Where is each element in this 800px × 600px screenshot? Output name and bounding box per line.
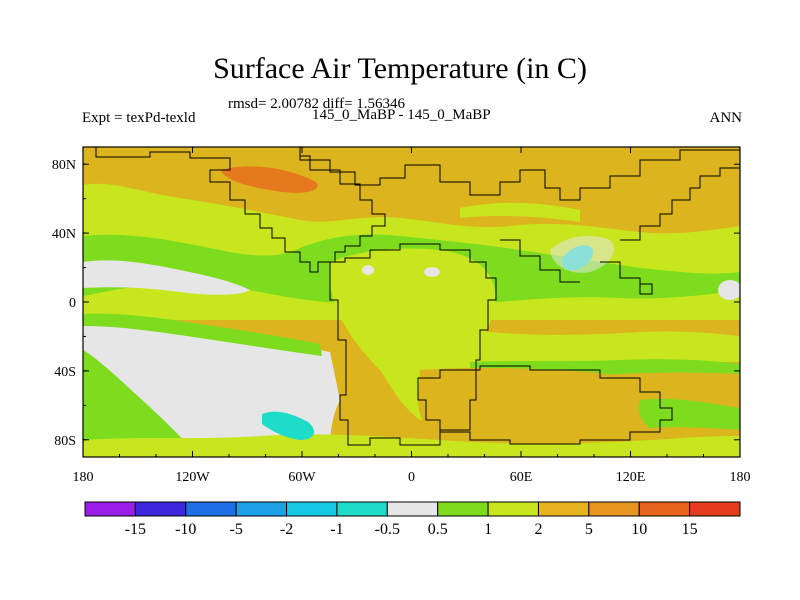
x-tick-label: 120E <box>616 470 646 485</box>
colorbar-label: 0.5 <box>428 521 448 538</box>
colorbar-swatch <box>588 501 640 517</box>
southern-east-green <box>638 398 740 430</box>
x-tick-label: 60E <box>510 470 533 485</box>
near-zero-spot-1 <box>362 265 374 275</box>
southern-green-band-west <box>83 350 200 457</box>
colorbar-label: 1 <box>484 521 492 538</box>
north-asia-strip <box>460 202 580 222</box>
colorbar-label: -10 <box>175 521 196 538</box>
colorbar-swatch <box>235 501 288 517</box>
asian-near-zero-halo <box>550 235 614 273</box>
colorbar: -15 -10 -5 -2 -1 -0.5 0.5 1 2 5 10 15 <box>84 501 741 538</box>
southern-cool-anomaly <box>262 411 315 440</box>
x-tick-label: 120W <box>175 470 210 485</box>
colorbar-swatch <box>437 501 489 517</box>
y-tick-label: 40S <box>54 365 76 380</box>
colorbar-swatch <box>386 501 439 517</box>
colorbar-label: -1 <box>330 521 343 538</box>
colorbar-swatch <box>336 501 388 517</box>
colorbar-swatch <box>638 501 691 517</box>
y-tick-label: 80S <box>54 434 76 449</box>
season-label: ANN <box>709 110 743 126</box>
colorbar-swatch <box>689 501 741 517</box>
coastlines <box>95 147 740 446</box>
near-zero-spot-2 <box>424 267 440 277</box>
x-axis: 180 120W 60W 0 60E 120E 180 <box>73 147 751 485</box>
x-tick-label: 60W <box>288 470 316 485</box>
colorbar-label: 5 <box>585 521 593 538</box>
colorbar-swatch <box>286 501 338 517</box>
colorbar-label: 15 <box>682 521 698 538</box>
x-tick-label: 180 <box>730 470 751 485</box>
southern-ocean-fringe <box>83 434 740 457</box>
x-tick-label: 180 <box>73 470 94 485</box>
colorbar-label: -0.5 <box>375 521 400 538</box>
arctic-hot-spot <box>220 166 318 193</box>
colorbar-label: 2 <box>534 521 542 538</box>
colorbar-label: -5 <box>229 521 242 538</box>
colorbar-swatch <box>134 501 187 517</box>
southern-subtropical-band <box>470 330 740 366</box>
experiment-label: Expt = texPd-texld <box>82 110 196 126</box>
colorbar-swatch <box>185 501 237 517</box>
colorbar-swatch <box>537 501 590 517</box>
chart-title: Surface Air Temperature (in C) <box>213 52 587 85</box>
southern-warm-continent <box>418 367 672 450</box>
difference-label: 145_0_MaBP - 145_0_MaBP <box>312 107 491 123</box>
north-west-strip <box>83 205 150 222</box>
colorbar-swatch <box>487 501 539 517</box>
colorbar-label: -15 <box>125 521 146 538</box>
southern-green-strip <box>83 313 322 356</box>
map-field <box>83 147 740 457</box>
colorbar-label: -2 <box>280 521 293 538</box>
x-tick-label: 0 <box>408 470 415 485</box>
stats-text: rmsd= 2.00782 diff= 1.56346 <box>228 96 406 112</box>
y-axis: 80N 40N 0 40S 80S <box>52 158 740 449</box>
y-tick-label: 80N <box>52 158 76 173</box>
north-atlantic-near-zero-band <box>83 260 250 295</box>
colorbar-label: 10 <box>631 521 647 538</box>
near-zero-spot-east <box>718 280 740 300</box>
y-tick-label: 40N <box>52 227 76 242</box>
colorbar-swatch <box>84 501 136 517</box>
y-tick-label: 0 <box>69 296 76 311</box>
